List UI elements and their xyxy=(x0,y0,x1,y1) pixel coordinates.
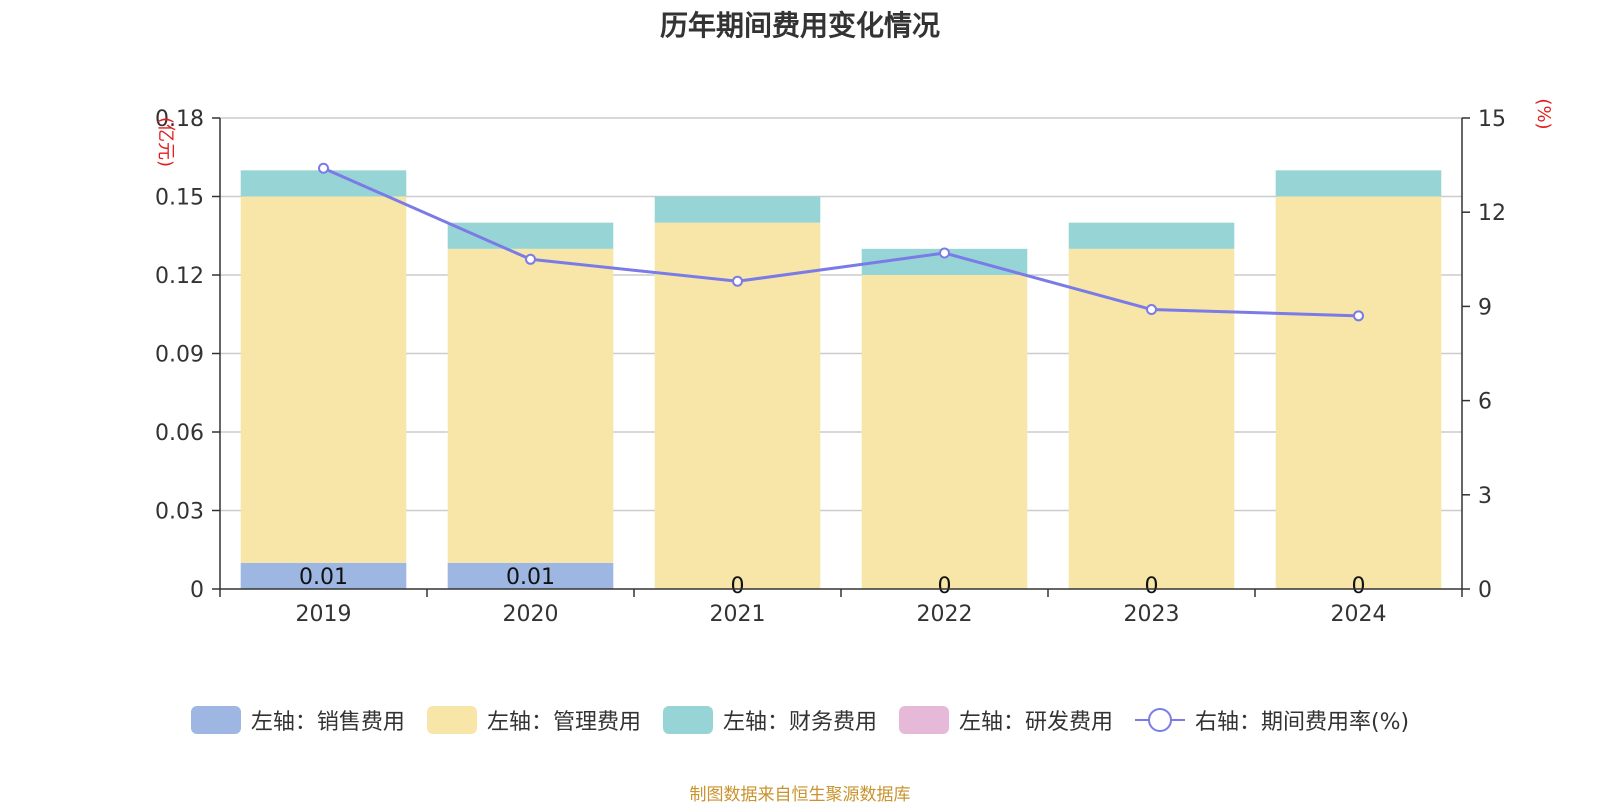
bar-2-2024 xyxy=(1275,170,1442,197)
rate-point xyxy=(1353,310,1364,322)
bar-data-label: 0 xyxy=(938,574,952,599)
bar-1-2023 xyxy=(1068,248,1235,590)
legend-label: 左轴：研发费用 xyxy=(958,710,1113,735)
bar-2-2021 xyxy=(654,196,821,223)
rate-point xyxy=(525,253,536,265)
bar-data-label: 0 xyxy=(731,574,745,599)
legend-item-3[interactable]: 左轴：研发费用 xyxy=(898,704,1113,736)
right-tick-label: 6 xyxy=(1478,390,1492,415)
legend-line-marker-icon xyxy=(1134,706,1185,734)
legend-item-0[interactable]: 左轴：销售费用 xyxy=(190,704,405,736)
right-tick-label: 15 xyxy=(1478,107,1506,132)
bar-data-label: 0 xyxy=(1352,574,1366,599)
bar-data-label: 0.01 xyxy=(299,565,348,590)
bar-1-2022 xyxy=(861,275,1028,589)
rate-line xyxy=(322,166,1359,318)
rate-point xyxy=(1146,304,1157,316)
legend-label: 左轴：管理费用 xyxy=(486,710,641,735)
legend: 左轴：销售费用 左轴：管理费用 左轴：财务费用 左轴：研发费用 右轴：期间费用率(%) xyxy=(0,700,1600,740)
x-tick-label: 2022 xyxy=(917,602,973,627)
left-tick-label: 0.18 xyxy=(155,107,204,132)
left-tick-label: 0.06 xyxy=(155,421,204,446)
bar-2-2020 xyxy=(447,222,614,249)
right-axis-unit: (%) xyxy=(1533,98,1554,129)
right-tick-label: 9 xyxy=(1478,295,1492,320)
right-tick-label: 12 xyxy=(1478,201,1506,226)
legend-label: 左轴：财务费用 xyxy=(722,710,877,735)
legend-item-2[interactable]: 左轴：财务费用 xyxy=(662,704,877,736)
x-tick-label: 2021 xyxy=(710,602,766,627)
x-tick-label: 2020 xyxy=(503,602,559,627)
rate-point xyxy=(939,247,950,259)
right-tick-label: 3 xyxy=(1478,484,1492,509)
bar-1-2019 xyxy=(240,196,407,563)
bar-data-label: 0 xyxy=(1145,574,1159,599)
left-tick-label: 0.03 xyxy=(155,500,204,525)
left-tick-label: 0 xyxy=(190,578,204,603)
x-tick-label: 2019 xyxy=(296,602,352,627)
rate-point xyxy=(318,162,329,174)
right-tick-label: 0 xyxy=(1478,578,1492,603)
chart-title: 历年期间费用变化情况 xyxy=(659,9,940,42)
legend-swatch-icon xyxy=(662,706,713,734)
x-tick-label: 2023 xyxy=(1124,602,1180,627)
left-tick-label: 0.12 xyxy=(155,264,204,289)
bar-0-2020 xyxy=(447,562,614,589)
bar-data-label: 0.01 xyxy=(506,565,555,590)
legend-label: 左轴：销售费用 xyxy=(250,710,405,735)
legend-swatch-icon xyxy=(426,706,477,734)
bar-0-2019 xyxy=(240,562,407,589)
left-axis-unit: (亿元) xyxy=(155,117,176,167)
legend-item-4[interactable]: 右轴：期间费用率(%) xyxy=(1134,704,1410,736)
legend-item-1[interactable]: 左轴：管理费用 xyxy=(426,704,641,736)
legend-label: 右轴：期间费用率(%) xyxy=(1194,710,1410,735)
bar-2-2023 xyxy=(1068,222,1235,249)
bar-1-2024 xyxy=(1275,196,1442,589)
bar-1-2020 xyxy=(447,248,614,563)
left-tick-label: 0.09 xyxy=(155,343,204,368)
left-tick-label: 0.15 xyxy=(155,186,204,211)
source-note: 制图数据来自恒生聚源数据库 xyxy=(689,785,911,805)
x-tick-label: 2024 xyxy=(1331,602,1387,627)
rate-point xyxy=(732,275,743,287)
chart-area: 0 0.03 0.06 0.09 0.12 0.15 0.18 0 3 6 9 12 15 0.01 0.0… xyxy=(155,98,1554,627)
legend-swatch-icon xyxy=(190,706,241,734)
legend-swatch-icon xyxy=(898,706,949,734)
